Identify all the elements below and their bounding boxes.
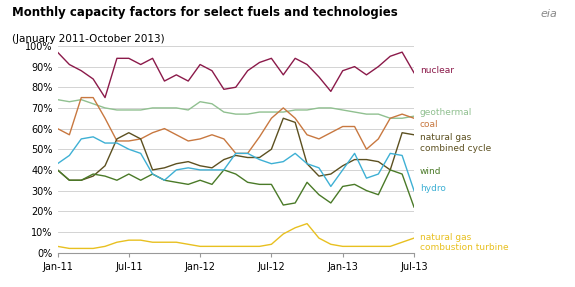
Text: geothermal: geothermal bbox=[420, 108, 472, 117]
Text: natural gas
combined cycle: natural gas combined cycle bbox=[420, 133, 491, 153]
Text: eia: eia bbox=[541, 9, 558, 19]
Text: hydro: hydro bbox=[420, 184, 446, 193]
Text: coal: coal bbox=[420, 120, 438, 129]
Text: natural gas
combustion turbine: natural gas combustion turbine bbox=[420, 232, 508, 252]
Text: (January 2011-October 2013): (January 2011-October 2013) bbox=[12, 34, 164, 44]
Text: nuclear: nuclear bbox=[420, 66, 454, 75]
Text: Monthly capacity factors for select fuels and technologies: Monthly capacity factors for select fuel… bbox=[12, 6, 397, 19]
Text: wind: wind bbox=[420, 168, 441, 177]
